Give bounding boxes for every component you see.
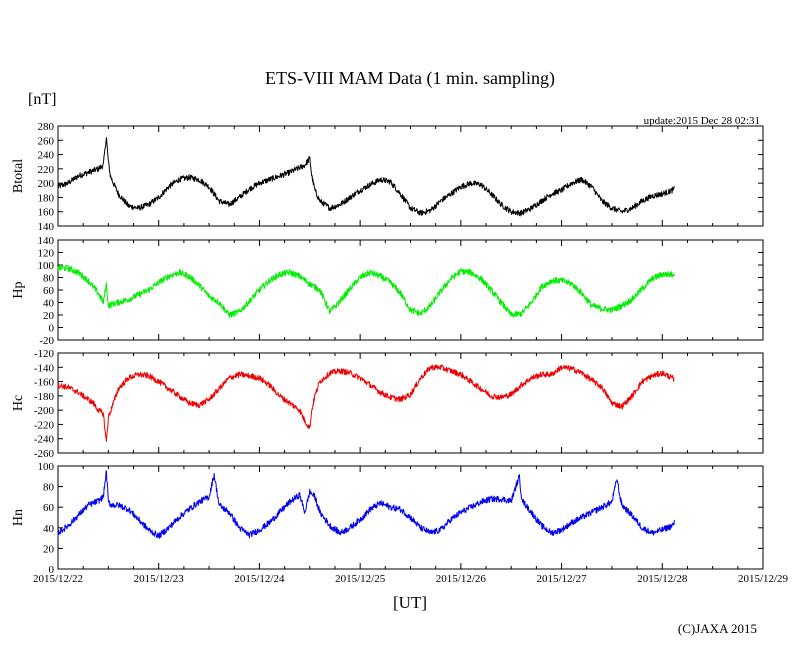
chart-title: ETS-VIII MAM Data (1 min. sampling)	[265, 68, 555, 89]
y-tick-label: 40	[43, 298, 55, 310]
y-tick-label: 220	[38, 164, 55, 176]
x-tick-label: 2015/12/27	[537, 573, 588, 585]
y-tick-label: -180	[34, 391, 55, 403]
y-tick-label: 60	[43, 285, 55, 297]
x-axis: 2015/12/22 2015/12/23 2015/12/24 2015/12/25…	[33, 573, 789, 585]
series-line-btotal	[57, 137, 675, 217]
x-tick-label: 2015/12/28	[637, 573, 688, 585]
series-line-hp	[57, 264, 675, 318]
y-tick-label: -200	[34, 405, 55, 417]
x-axis-label: [UT]	[393, 593, 427, 612]
x-tick-label: 2015/12/25	[335, 573, 386, 585]
y-tick-label: -20	[39, 335, 54, 347]
y-tick-label: 120	[38, 248, 55, 260]
x-tick-label: 2015/12/23	[134, 573, 185, 585]
panel-hn: 0 20 40 60 80 100 Hn	[11, 461, 764, 576]
y-tick-label: 280	[38, 121, 55, 133]
panels: 140160180200220240260280Btotal-200204060…	[11, 121, 764, 576]
y-tick-label: 60	[43, 502, 55, 514]
panel-label: Hc	[11, 395, 26, 411]
y-tick-label: 140	[38, 235, 55, 247]
panel-label: Hp	[11, 281, 26, 298]
y-tick-label: 260	[38, 135, 55, 147]
y-tick-label: 160	[38, 207, 55, 219]
y-tick-label: -260	[34, 448, 55, 460]
y-tick-label: 80	[43, 273, 55, 285]
y-tick-label: 80	[43, 482, 55, 494]
series-line-hc	[57, 364, 675, 442]
x-tick-label: 2015/12/29	[738, 573, 789, 585]
y-tick-label: -120	[34, 348, 55, 360]
series-line-hn	[57, 470, 675, 539]
panel-frame	[57, 352, 764, 454]
y-tick-label: -160	[34, 377, 55, 389]
panel-btotal: 140 160 180 200 220 240 260 280 Btotal	[11, 121, 764, 233]
y-tick-label: 240	[38, 150, 55, 162]
y-tick-label: 140	[38, 221, 55, 233]
copyright-text: (C)JAXA 2015	[678, 621, 757, 636]
y-tick-label: -140	[34, 362, 55, 374]
y-tick-label: 100	[38, 461, 55, 473]
y-tick-label: 180	[38, 192, 55, 204]
x-tick-label: 2015/12/26	[436, 573, 487, 585]
panel-frame	[57, 239, 764, 341]
y-tick-label: 40	[43, 523, 55, 535]
y-tick-label: 200	[38, 178, 55, 190]
y-tick-label: 20	[43, 310, 55, 322]
x-tick-label: 2015/12/24	[234, 573, 285, 585]
y-tick-label: 20	[43, 543, 55, 555]
unit-label: [nT]	[28, 91, 56, 108]
y-tick-label: 0	[49, 323, 55, 335]
y-tick-label: 100	[38, 260, 55, 272]
panel-hc: -260 -240 -220 -200 -180 -160 -140 -120 Hc	[11, 348, 764, 460]
y-tick-label: -240	[34, 434, 55, 446]
panel-label: Btotal	[11, 159, 26, 193]
panel-label: Hn	[11, 509, 26, 526]
y-tick-label: -220	[34, 419, 55, 431]
x-tick-label: 2015/12/22	[33, 573, 83, 585]
y-tick-label: 0	[49, 564, 55, 576]
update-text: update:2015 Dec 28 02:31	[644, 115, 760, 127]
